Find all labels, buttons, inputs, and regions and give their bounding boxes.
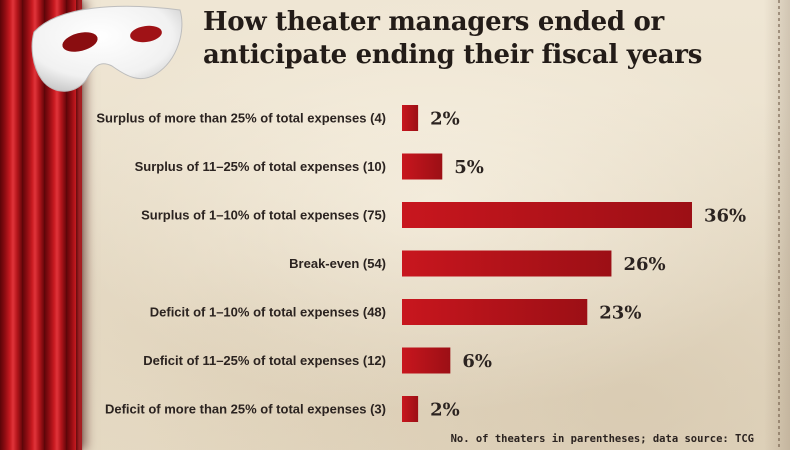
bar: [402, 105, 419, 131]
category-label: Surplus of 11–25% of total expenses (10): [135, 159, 386, 174]
category-label: Deficit of 11–25% of total expenses (12): [143, 353, 386, 368]
value-label: 6%: [462, 351, 492, 372]
chart-title: How theater managers ended or anticipate…: [203, 6, 763, 72]
value-label: 2%: [430, 400, 460, 421]
category-label: Surplus of 1–10% of total expenses (75): [141, 208, 386, 223]
bar: [402, 250, 612, 277]
torn-edge: [764, 0, 790, 450]
category-label: Break-even (54): [289, 256, 386, 271]
value-label: 26%: [623, 254, 665, 275]
value-label: 2%: [430, 109, 460, 130]
chart-title-line-2: anticipate ending their fiscal years: [203, 40, 703, 70]
bar: [402, 202, 692, 228]
chart-title-line-1: How theater managers ended or: [203, 7, 664, 37]
category-label: Deficit of more than 25% of total expens…: [105, 402, 386, 417]
theater-mask-icon: [31, 5, 183, 92]
bar: [402, 299, 588, 325]
category-label: Surplus of more than 25% of total expens…: [96, 111, 386, 126]
bar: [402, 347, 451, 374]
value-label: 5%: [454, 157, 484, 178]
bar: [402, 153, 443, 180]
category-label: Deficit of 1–10% of total expenses (48): [150, 305, 386, 320]
value-label: 36%: [704, 206, 746, 227]
bar: [402, 396, 419, 422]
source-note: No. of theaters in parentheses; data sou…: [450, 433, 754, 445]
value-label: 23%: [599, 303, 641, 324]
